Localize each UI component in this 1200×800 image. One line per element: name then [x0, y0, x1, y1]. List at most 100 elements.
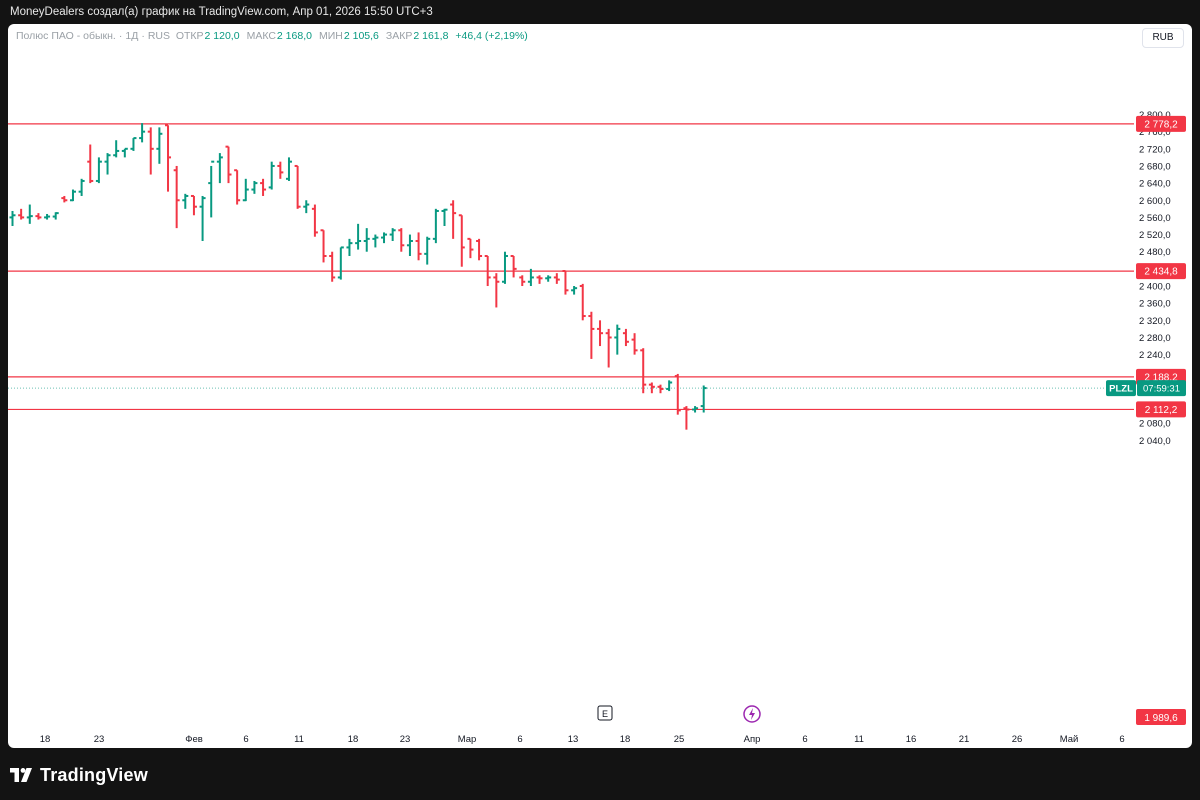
- x-tick-label: 6: [243, 734, 248, 745]
- ohlc-bar[interactable]: [458, 214, 465, 267]
- ohlc-bar[interactable]: [432, 208, 439, 244]
- ohlc-bar[interactable]: [614, 324, 621, 355]
- ohlc-bar[interactable]: [294, 164, 301, 209]
- ohlc-bar[interactable]: [622, 328, 629, 347]
- ohlc-bar[interactable]: [260, 178, 267, 196]
- ohlc-bar[interactable]: [337, 246, 344, 280]
- y-tick-label: 2 640,0: [1139, 179, 1171, 190]
- ohlc-bar[interactable]: [303, 200, 310, 214]
- y-tick-label: 2 520,0: [1139, 230, 1171, 241]
- ohlc-bar[interactable]: [519, 275, 526, 287]
- ohlc-bar[interactable]: [510, 255, 517, 278]
- open-value: 2 120,0: [204, 30, 240, 42]
- ohlc-bar[interactable]: [562, 270, 569, 295]
- ohlc-bar[interactable]: [285, 157, 292, 181]
- ohlc-bar[interactable]: [588, 311, 595, 359]
- ohlc-bar[interactable]: [493, 273, 500, 308]
- ohlc-bar[interactable]: [113, 140, 120, 158]
- ohlc-bar[interactable]: [26, 204, 33, 224]
- ohlc-bar[interactable]: [139, 123, 146, 143]
- ohlc-bar[interactable]: [121, 147, 128, 158]
- ohlc-bar[interactable]: [173, 165, 180, 229]
- ohlc-bar[interactable]: [536, 275, 543, 284]
- price-chart[interactable]: 2 800,0 2 760,0 2 720,0 2 680,0 2 640,0 2 600…: [8, 24, 1192, 748]
- ohlc-bar[interactable]: [501, 251, 508, 284]
- ohlc-bar[interactable]: [199, 195, 206, 241]
- ohlc-bar[interactable]: [406, 234, 413, 257]
- ohlc-bar[interactable]: [225, 145, 232, 184]
- ohlc-bar[interactable]: [674, 373, 681, 415]
- ohlc-bar[interactable]: [234, 169, 241, 205]
- ohlc-bar[interactable]: [527, 268, 534, 287]
- ohlc-bar[interactable]: [389, 228, 396, 241]
- ohlc-bar[interactable]: [95, 157, 102, 184]
- ohlc-bar[interactable]: [553, 273, 560, 284]
- ohlc-bar[interactable]: [87, 144, 94, 184]
- ohlc-bar[interactable]: [648, 382, 655, 394]
- ohlc-bar[interactable]: [147, 127, 154, 175]
- chart-panel[interactable]: 2 800,0 2 760,0 2 720,0 2 680,0 2 640,0 2 600…: [8, 24, 1192, 748]
- ohlc-bar[interactable]: [700, 385, 707, 413]
- ohlc-bar[interactable]: [130, 137, 137, 151]
- ohlc-bar[interactable]: [692, 406, 699, 413]
- ohlc-bar[interactable]: [579, 283, 586, 321]
- ohlc-bar[interactable]: [476, 238, 483, 261]
- symbol-name[interactable]: Полюс ПАО - обыкн.: [16, 30, 116, 42]
- ohlc-bar[interactable]: [467, 237, 474, 259]
- ohlc-bar[interactable]: [242, 178, 249, 202]
- earnings-event-icon[interactable]: [597, 705, 613, 721]
- ohlc-bar[interactable]: [424, 236, 431, 265]
- ohlc-bar[interactable]: [320, 229, 327, 263]
- ohlc-bar[interactable]: [35, 213, 42, 220]
- y-tick-label: 2 720,0: [1139, 144, 1171, 155]
- ohlc-bar[interactable]: [156, 127, 163, 164]
- ohlc-bar[interactable]: [104, 153, 111, 175]
- ohlc-bar[interactable]: [657, 384, 664, 394]
- ohlc-bar[interactable]: [450, 200, 457, 239]
- y-tick-label: 2 280,0: [1139, 333, 1171, 344]
- countdown-tag: [1137, 380, 1186, 397]
- ohlc-bar[interactable]: [9, 210, 16, 226]
- ohlc-bar[interactable]: [545, 275, 552, 282]
- ohlc-bar[interactable]: [571, 286, 578, 295]
- x-tick-label: Апр: [744, 734, 761, 745]
- ohlc-bar[interactable]: [277, 161, 284, 179]
- ohlc-bar[interactable]: [372, 234, 379, 248]
- ohlc-bar[interactable]: [69, 189, 76, 202]
- ohlc-bar[interactable]: [631, 333, 638, 355]
- interval[interactable]: 1Д: [125, 30, 139, 42]
- ohlc-bar[interactable]: [415, 232, 422, 261]
- ohlc-bar[interactable]: [683, 406, 690, 430]
- ohlc-bar[interactable]: [165, 124, 172, 192]
- ohlc-bar[interactable]: [190, 194, 197, 216]
- ohlc-bar[interactable]: [78, 178, 85, 196]
- open-label: ОТКР: [175, 30, 204, 42]
- ohlc-bar[interactable]: [268, 161, 275, 190]
- bottom-price-label: 1 989,6: [1144, 713, 1178, 724]
- ohlc-bar[interactable]: [666, 380, 673, 392]
- ohlc-bar[interactable]: [381, 232, 388, 244]
- ohlc-bar[interactable]: [216, 153, 223, 184]
- ohlc-bar[interactable]: [329, 251, 336, 282]
- ohlc-bar[interactable]: [346, 238, 353, 257]
- level-price-tag: [1136, 401, 1186, 418]
- ohlc-bar[interactable]: [208, 160, 215, 218]
- ohlc-bar[interactable]: [61, 195, 68, 203]
- ohlc-bar[interactable]: [441, 208, 448, 226]
- ohlc-bar[interactable]: [311, 204, 318, 237]
- ohlc-bar[interactable]: [484, 255, 491, 287]
- ohlc-bar[interactable]: [52, 212, 59, 220]
- ohlc-bar[interactable]: [363, 228, 370, 252]
- currency-button[interactable]: RUB: [1142, 28, 1184, 48]
- ohlc-bar[interactable]: [182, 193, 189, 209]
- ohlc-bar[interactable]: [251, 180, 258, 194]
- level-price-tag: [1136, 263, 1186, 280]
- ohlc-bar[interactable]: [597, 320, 604, 347]
- ohlc-bar[interactable]: [640, 348, 647, 394]
- ohlc-bar[interactable]: [355, 223, 362, 250]
- ohlc-bar[interactable]: [18, 208, 25, 220]
- ohlc-bar[interactable]: [398, 228, 405, 252]
- ohlc-bar[interactable]: [44, 213, 51, 220]
- ohlc-bar[interactable]: [605, 328, 612, 368]
- y-tick-label: 2 240,0: [1139, 350, 1171, 361]
